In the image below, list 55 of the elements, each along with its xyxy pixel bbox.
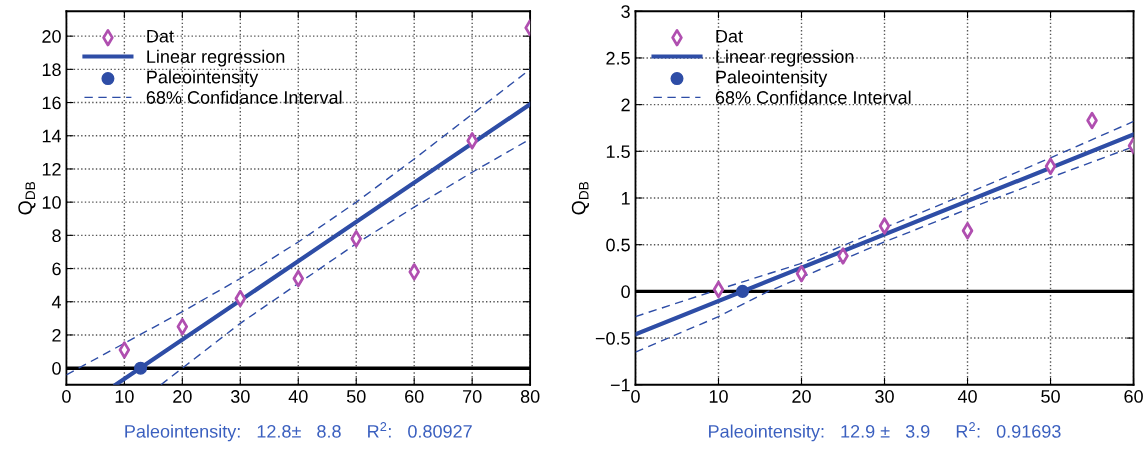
x-tick-label: 0 — [631, 390, 640, 403]
x-tick-label: 10 — [115, 390, 134, 403]
y-tick-label: 0.5 — [606, 238, 630, 252]
point — [134, 361, 148, 375]
legend-label: 68% Confidance Interval — [146, 90, 342, 104]
text: Paleointensity: 12.8± 8.8 R$^{2}$: 0.80927 — [125, 422, 472, 442]
x-tick-label: 30 — [875, 390, 894, 403]
legend-label: Linear regression — [716, 49, 854, 67]
line-series — [66, 68, 531, 376]
y-tick-label: 14 — [42, 129, 62, 143]
y-tick-label: 8 — [52, 229, 61, 243]
x-tick-label: 60 — [1124, 390, 1143, 403]
y-tick-label: 1.5 — [606, 145, 630, 159]
x-tick-label: 0 — [62, 390, 71, 403]
x-tick-label: 10 — [709, 390, 728, 403]
y-tick-label: 18 — [42, 63, 61, 77]
legend-label: Paleointensity — [147, 70, 259, 88]
x-tick-label: 50 — [1041, 390, 1060, 403]
legend-label: Linear regression — [147, 49, 285, 67]
x-tick-label: 40 — [288, 390, 308, 403]
y-axis-title: Q$_{DB}$ — [18, 181, 36, 215]
y-tick-label: 6 — [52, 262, 61, 276]
point — [118, 341, 131, 359]
y-tick-label: 0 — [621, 285, 630, 299]
y-tick-label: 16 — [42, 96, 61, 110]
text: Paleointensity: 12.9 ± 3.9 R$^{2}$: 0.91693 — [709, 422, 1061, 442]
point — [736, 284, 750, 298]
point — [961, 222, 974, 240]
y-tick-label: −1 — [610, 378, 630, 392]
y-tick-label: 4 — [51, 295, 62, 309]
x-tick-label: 30 — [230, 390, 250, 403]
y-tick-label: 0 — [52, 362, 61, 375]
y-tick-label: 2 — [621, 98, 630, 112]
y-axis-title: Q$_{DB}$ — [571, 181, 590, 215]
y-tick-label: 2.5 — [606, 51, 630, 65]
legend-label: 68% Confidance Interval — [715, 90, 911, 104]
legend-label: Dat — [147, 29, 174, 43]
x-tick-label: 50 — [346, 390, 366, 403]
x-tick-label: 20 — [173, 390, 192, 403]
x-tick-label: 70 — [463, 390, 482, 403]
y-tick-label: −0.5 — [595, 332, 630, 345]
y-tick-label: 1 — [621, 192, 630, 205]
x-tick-label: 20 — [792, 390, 811, 403]
x-tick-label: 40 — [957, 390, 977, 403]
y-tick-label: 3 — [621, 5, 630, 18]
y-tick-label: 20 — [42, 30, 61, 43]
y-tick-label: 2 — [52, 328, 61, 342]
y-tick-label: 12 — [42, 162, 61, 176]
y-tick-label: 10 — [42, 196, 61, 209]
legend-label: Paleointensity — [716, 70, 828, 88]
x-tick-label: 60 — [405, 390, 424, 403]
x-tick-label: 80 — [520, 390, 540, 403]
point — [1044, 157, 1057, 175]
legend-label: Dat — [716, 29, 743, 43]
point — [878, 217, 891, 235]
